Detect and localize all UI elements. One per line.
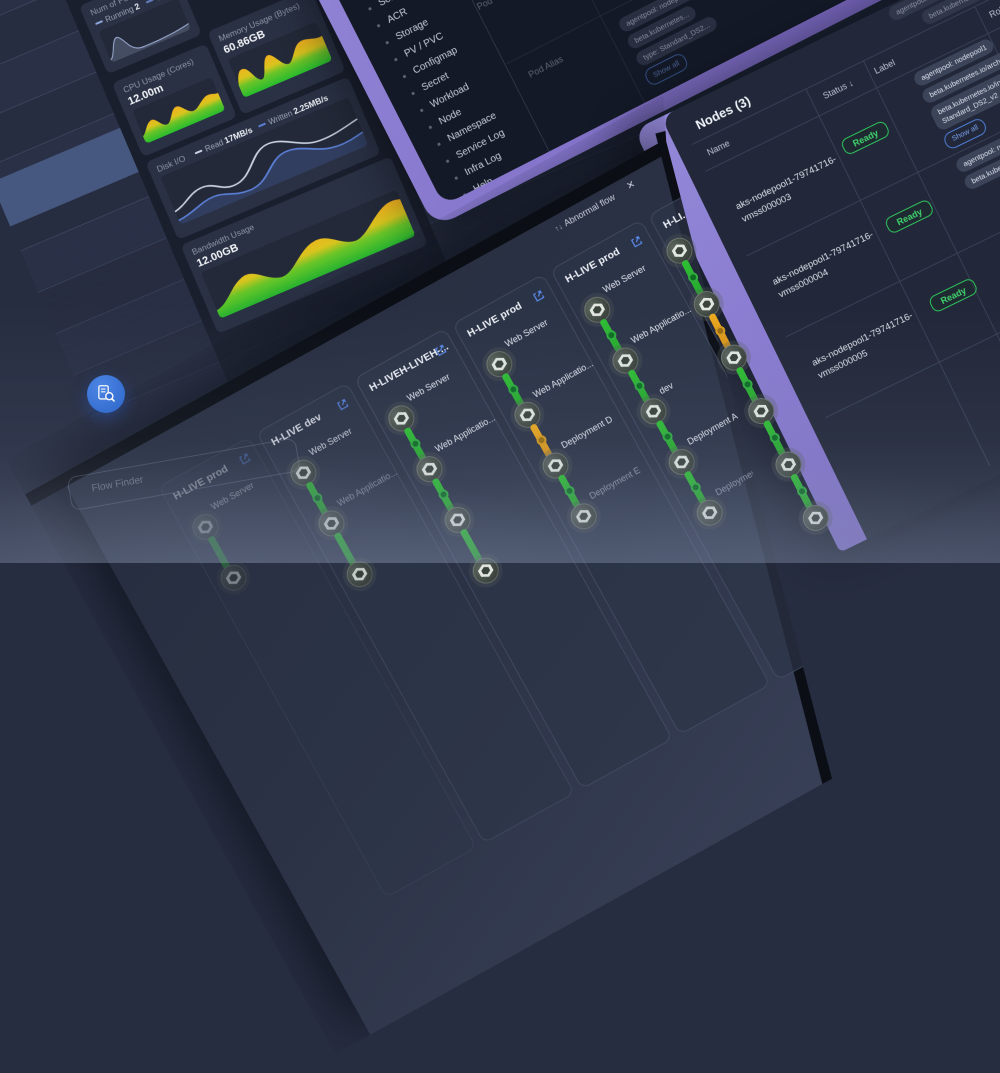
external-link-icon[interactable]	[334, 395, 349, 410]
bandwidth-chart	[200, 189, 416, 319]
node-name: aks-nodepool1-79741716- vmss000005	[810, 310, 915, 382]
external-link-icon[interactable]	[236, 450, 251, 465]
flow-finder-window: ↑↓Abnormal flow × H-LIVE prod Web Server…	[60, 136, 983, 1035]
pods-chart	[98, 0, 191, 63]
metric-card-pods: Num of Pods Running2 Total2	[79, 0, 202, 75]
status-badge: Ready	[927, 276, 980, 314]
metric-card-bandwidth: Bandwidth Usage 12.00GB	[180, 156, 429, 334]
external-link-icon[interactable]	[530, 287, 545, 302]
read-dash	[194, 149, 203, 155]
pods-table-header-pod: Pod	[475, 0, 495, 12]
pipeline-node-label: Deployment B	[713, 461, 768, 498]
pipeline-node-label: Deployment A	[685, 410, 740, 447]
flow-card[interactable]: H-LIVE prod Web Server Web Applicatio...…	[550, 219, 869, 680]
total-dash	[145, 0, 154, 4]
flow-finder-placeholder: Flow Finder	[90, 474, 145, 495]
pipeline-node-label: dev	[657, 380, 675, 397]
external-link-icon[interactable]	[432, 341, 447, 356]
sidebar-item-help[interactable]: Help	[471, 176, 496, 196]
pipeline-node-label: Web Server	[405, 371, 452, 404]
metric-card-memory: Memory Usage (Bytes) 60.86GB	[207, 0, 346, 115]
status-badge: Ready	[839, 119, 892, 157]
status-badge: Ready	[883, 198, 936, 235]
pods-table-header-pod-alias: Pod Alias	[526, 53, 565, 80]
close-icon[interactable]: ×	[623, 176, 638, 193]
pod-hexagon-icon	[482, 346, 517, 381]
column-header-name[interactable]: Name	[705, 138, 732, 158]
column-header-role[interactable]: Role	[987, 2, 1000, 20]
column-header-status[interactable]: Status ↓	[821, 77, 855, 102]
search-fab-button[interactable]	[87, 375, 125, 413]
pipeline-node-label: Web Applicatio...	[531, 358, 595, 400]
sidebar-item-service[interactable]: Service	[377, 0, 412, 9]
flow-card[interactable]: H-LIVE dev Web Server Web Applicatio...	[256, 382, 575, 843]
nodes-title: Nodes (3)	[693, 92, 753, 133]
metric-card-disk: Disk I/O Read17MB/s Written2.25MB/s	[145, 76, 381, 240]
sidebar-item-acr[interactable]: ACR	[385, 6, 410, 26]
pipeline-node-label: Web Server	[601, 262, 648, 295]
sidebar-item-node[interactable]: Node	[437, 106, 464, 128]
doc-search-icon	[98, 385, 115, 402]
disk-chart	[160, 97, 369, 225]
node-name: aks-nodepool1-79741716- vmss000004	[770, 229, 876, 301]
pod-hexagon-icon	[580, 292, 615, 327]
pipeline-node-label: Deployment D	[559, 414, 615, 451]
sort-arrows-icon: ↑↓	[552, 221, 565, 234]
cpu-chart	[132, 77, 226, 144]
pipeline-node-label: Deployment E	[587, 464, 642, 502]
flow-card[interactable]: H-LIVE prod Web Server Web Applicatio...…	[452, 274, 771, 735]
pipeline-node-label: Web Applicatio...	[629, 304, 693, 346]
metric-card-cpu: CPU Usage (Cores) 12.00m	[111, 43, 238, 158]
sort-desc-icon[interactable]: ↓	[846, 77, 855, 89]
metrics-panel: 0, Num of Pods Running2 Total2 Memory Us…	[55, 0, 503, 491]
sidebar-item-secret[interactable]: Secret	[419, 70, 451, 94]
memory-chart	[227, 21, 333, 98]
running-dash	[95, 20, 104, 26]
external-link-icon[interactable]	[628, 232, 643, 247]
flow-card[interactable]: H-LIVE prod Web Server	[158, 437, 477, 898]
written-dash	[258, 122, 267, 128]
column-header-label[interactable]: Label	[872, 57, 897, 77]
flow-card[interactable]: H-LIVEH-LIVEH-... Web Server Web Applica…	[354, 328, 673, 789]
pipeline-node-label: Web Server	[503, 317, 550, 349]
